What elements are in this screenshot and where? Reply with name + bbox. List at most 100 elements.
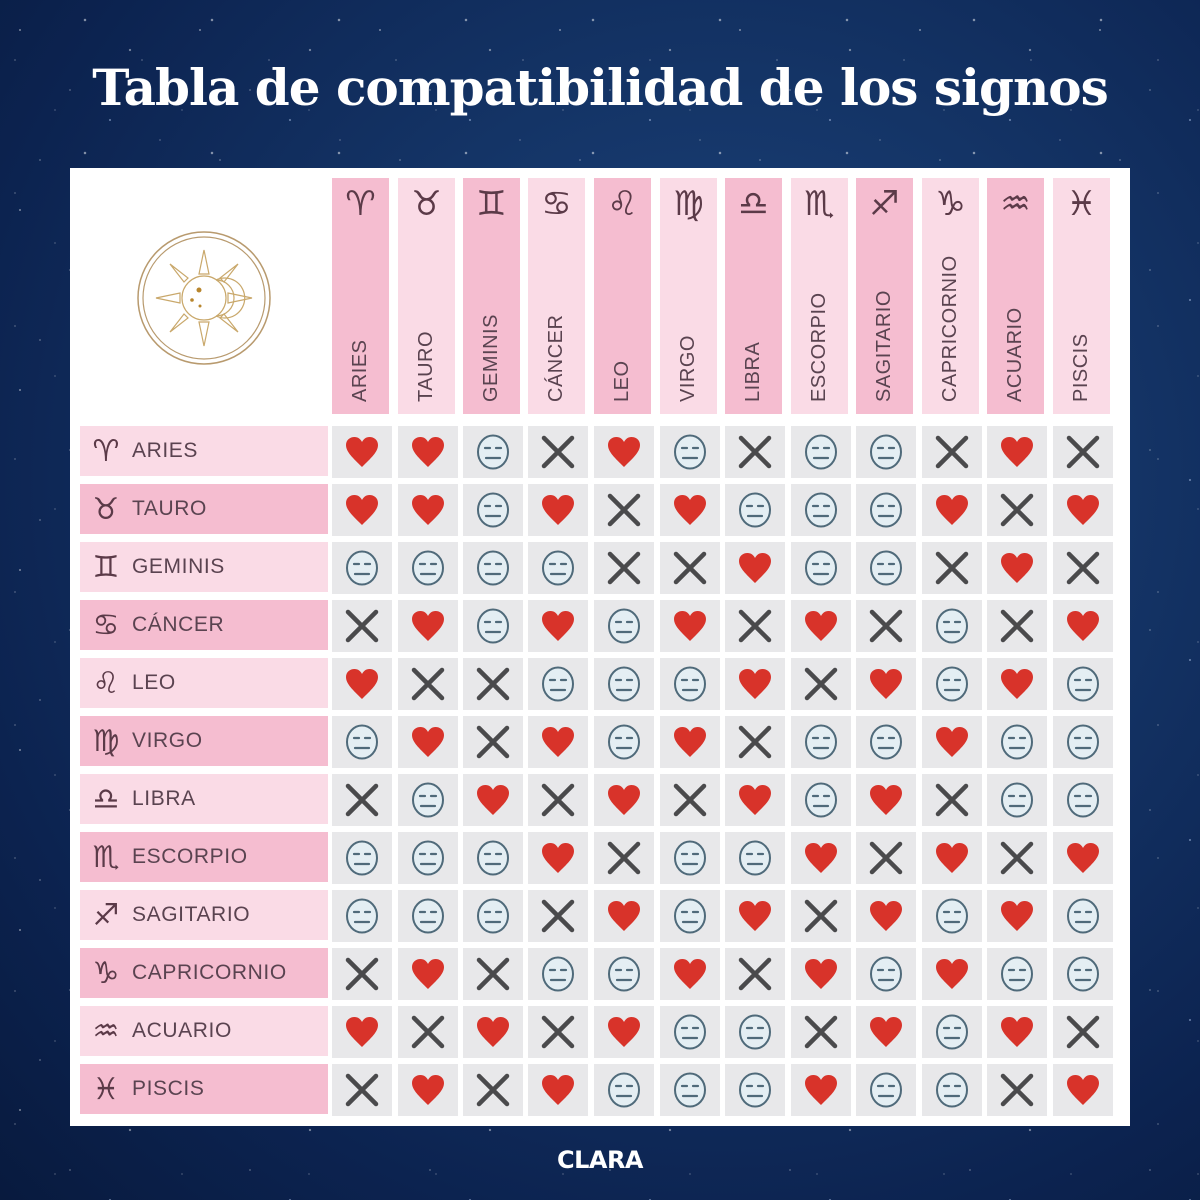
table-cell <box>987 948 1047 1000</box>
table-cell <box>528 484 588 536</box>
table-cell <box>856 1064 916 1116</box>
neutral-face-icon <box>1066 898 1100 934</box>
table-cell <box>1053 426 1113 478</box>
heart-icon <box>541 1074 575 1106</box>
x-icon <box>476 667 510 701</box>
heart-icon <box>411 610 445 642</box>
neutral-face-icon <box>607 724 641 760</box>
compatibility-table: ♈ ARIES ♈ ARIES ♉ TAURO ♉ TAURO ♊ GEMINIS ♊ G… <box>70 168 1130 1126</box>
table-cell <box>594 716 654 768</box>
table-cell <box>660 484 720 536</box>
table-cell <box>922 1064 982 1116</box>
x-icon <box>1000 609 1034 643</box>
zodiac-1-icon: ♉ <box>92 491 120 527</box>
row-label: LEO <box>132 671 176 694</box>
x-icon <box>869 609 903 643</box>
table-cell <box>791 948 851 1000</box>
zodiac-5-icon: ♍ <box>673 184 704 224</box>
heart-icon <box>935 494 969 526</box>
x-icon <box>607 493 641 527</box>
table-cell <box>594 1006 654 1058</box>
zodiac-4-icon: ♌ <box>607 184 638 224</box>
table-cell <box>922 716 982 768</box>
table-cell <box>856 1006 916 1058</box>
table-cell <box>660 716 720 768</box>
table-cell <box>594 658 654 710</box>
neutral-face-icon <box>869 550 903 586</box>
table-cell <box>594 890 654 942</box>
neutral-face-icon <box>541 666 575 702</box>
heart-icon <box>869 668 903 700</box>
table-cell <box>856 542 916 594</box>
zodiac-1-icon: ♉ <box>411 184 442 224</box>
table-cell <box>987 1006 1047 1058</box>
column-header-capricornio: ♑ CAPRICORNIO <box>922 178 979 414</box>
zodiac-4-icon: ♌ <box>92 665 120 701</box>
column-header-libra: ♎ LIBRA <box>725 178 782 414</box>
row-label: PISCIS <box>132 1077 205 1100</box>
table-cell <box>725 484 785 536</box>
heart-icon <box>607 1016 641 1048</box>
table-cell <box>660 774 720 826</box>
neutral-face-icon <box>476 550 510 586</box>
neutral-face-icon <box>738 492 772 528</box>
heart-icon <box>1066 1074 1100 1106</box>
neutral-face-icon <box>345 550 379 586</box>
x-icon <box>541 899 575 933</box>
heart-icon <box>541 610 575 642</box>
heart-icon <box>345 494 379 526</box>
column-header-aries: ♈ ARIES <box>332 178 389 414</box>
neutral-face-icon <box>673 434 707 470</box>
table-cell <box>528 832 588 884</box>
x-icon <box>738 725 772 759</box>
heart-icon <box>541 494 575 526</box>
table-cell <box>660 890 720 942</box>
row-header-libra: ♎ LIBRA <box>80 774 328 824</box>
table-cell <box>332 542 392 594</box>
row-header-sagitario: ♐ SAGITARIO <box>80 890 328 940</box>
x-icon <box>673 783 707 817</box>
heart-icon <box>869 1016 903 1048</box>
table-cell <box>660 1064 720 1116</box>
table-cell <box>922 658 982 710</box>
table-cell <box>987 658 1047 710</box>
neutral-face-icon <box>345 840 379 876</box>
neutral-face-icon <box>476 608 510 644</box>
table-cell <box>332 890 392 942</box>
heart-icon <box>804 842 838 874</box>
neutral-face-icon <box>935 1072 969 1108</box>
table-cell <box>528 426 588 478</box>
table-cell <box>791 600 851 652</box>
table-cell <box>594 1064 654 1116</box>
row-header-capricornio: ♑ CAPRICORNIO <box>80 948 328 998</box>
neutral-face-icon <box>476 492 510 528</box>
neutral-face-icon <box>1000 956 1034 992</box>
zodiac-7-icon: ♏ <box>92 839 120 875</box>
table-cell <box>725 426 785 478</box>
x-icon <box>1000 841 1034 875</box>
x-icon <box>1066 435 1100 469</box>
row-label: ESCORPIO <box>132 845 248 868</box>
x-icon <box>935 435 969 469</box>
heart-icon <box>804 1074 838 1106</box>
table-cell <box>791 1006 851 1058</box>
neutral-face-icon <box>673 1072 707 1108</box>
table-cell <box>725 948 785 1000</box>
column-header-acuario: ♒ ACUARIO <box>987 178 1044 414</box>
table-cell <box>398 542 458 594</box>
heart-icon <box>607 784 641 816</box>
neutral-face-icon <box>935 1014 969 1050</box>
table-cell <box>463 890 523 942</box>
x-icon <box>607 841 641 875</box>
zodiac-11-icon: ♓ <box>1066 184 1097 224</box>
table-cell <box>463 1064 523 1116</box>
table-cell <box>987 426 1047 478</box>
x-icon <box>476 1073 510 1107</box>
zodiac-8-icon: ♐ <box>869 184 900 224</box>
neutral-face-icon <box>1066 956 1100 992</box>
zodiac-3-icon: ♋ <box>92 607 120 643</box>
column-header-tauro: ♉ TAURO <box>398 178 455 414</box>
table-cell <box>1053 832 1113 884</box>
neutral-face-icon <box>869 724 903 760</box>
heart-icon <box>673 610 707 642</box>
